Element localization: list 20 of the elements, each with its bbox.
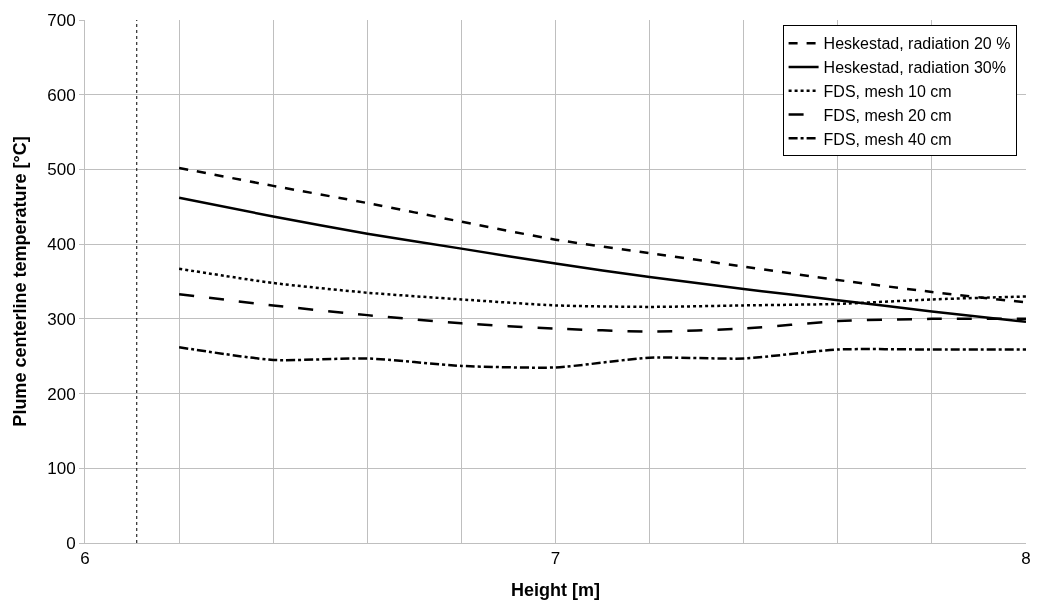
y-axis-title: Plume centerline temperature [°C]: [10, 136, 31, 427]
x-axis-title: Height [m]: [511, 579, 600, 600]
x-tick-label: 7: [550, 549, 561, 569]
line-series: [177, 346, 1026, 369]
x-tick-label: 8: [1021, 549, 1031, 569]
y-tick-label: 600: [47, 85, 76, 105]
line-series: [177, 166, 1026, 304]
x-tick-label: 6: [80, 549, 90, 569]
y-tick-label: 200: [47, 384, 76, 404]
y-tick-label: 300: [47, 309, 76, 329]
legend-label: FDS, mesh 40 cm: [823, 130, 952, 148]
y-tick-label: 0: [66, 533, 76, 553]
legend-label: Heskestad, radiation 20 %: [823, 35, 1011, 53]
legend-label: Heskestad, radiation 30%: [823, 59, 1006, 77]
legend-label: FDS, mesh 10 cm: [823, 82, 952, 100]
y-tick-label: 500: [47, 160, 76, 180]
y-tick-label: 700: [47, 10, 76, 30]
y-tick-label: 400: [47, 235, 76, 255]
y-tick-label: 100: [47, 459, 76, 479]
legend-label: FDS, mesh 20 cm: [823, 106, 952, 124]
